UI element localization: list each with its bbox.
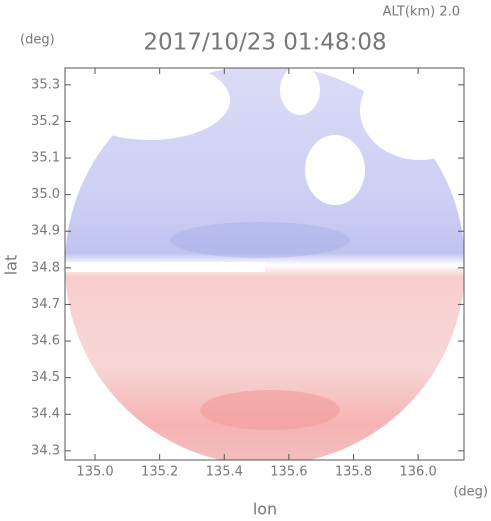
x-tick-label: 136.0 — [400, 465, 437, 480]
y-tick-label: 34.9 — [31, 224, 60, 239]
x-unit: (deg) — [453, 485, 488, 500]
y-tick-label: 34.8 — [31, 260, 60, 275]
y-tick-label: 34.4 — [31, 407, 60, 422]
radar-field — [65, 68, 464, 460]
y-axis-label: lat — [2, 255, 21, 276]
x-tick-label: 135.8 — [335, 465, 372, 480]
x-tick-label: 135.6 — [270, 465, 307, 480]
altitude-label: ALT(km) 2.0 — [383, 5, 460, 20]
y-unit: (deg) — [20, 33, 55, 48]
chart-title: 2017/10/23 01:48:08 — [143, 30, 386, 56]
y-tick-label: 34.6 — [31, 334, 60, 349]
y-tick-label: 35.1 — [31, 151, 60, 166]
y-tick-label: 34.5 — [31, 370, 60, 385]
x-tick-label: 135.4 — [206, 465, 243, 480]
x-tick-label: 135.2 — [141, 465, 178, 480]
plot-frame — [64, 67, 465, 461]
x-tick-label: 135.0 — [76, 465, 113, 480]
x-axis-label: lon — [253, 500, 277, 519]
y-tick-label: 34.3 — [31, 443, 60, 458]
y-tick-label: 35.0 — [31, 187, 60, 202]
y-tick-label: 35.3 — [31, 77, 60, 92]
y-tick-label: 34.7 — [31, 297, 60, 312]
y-tick-label: 35.2 — [31, 114, 60, 129]
